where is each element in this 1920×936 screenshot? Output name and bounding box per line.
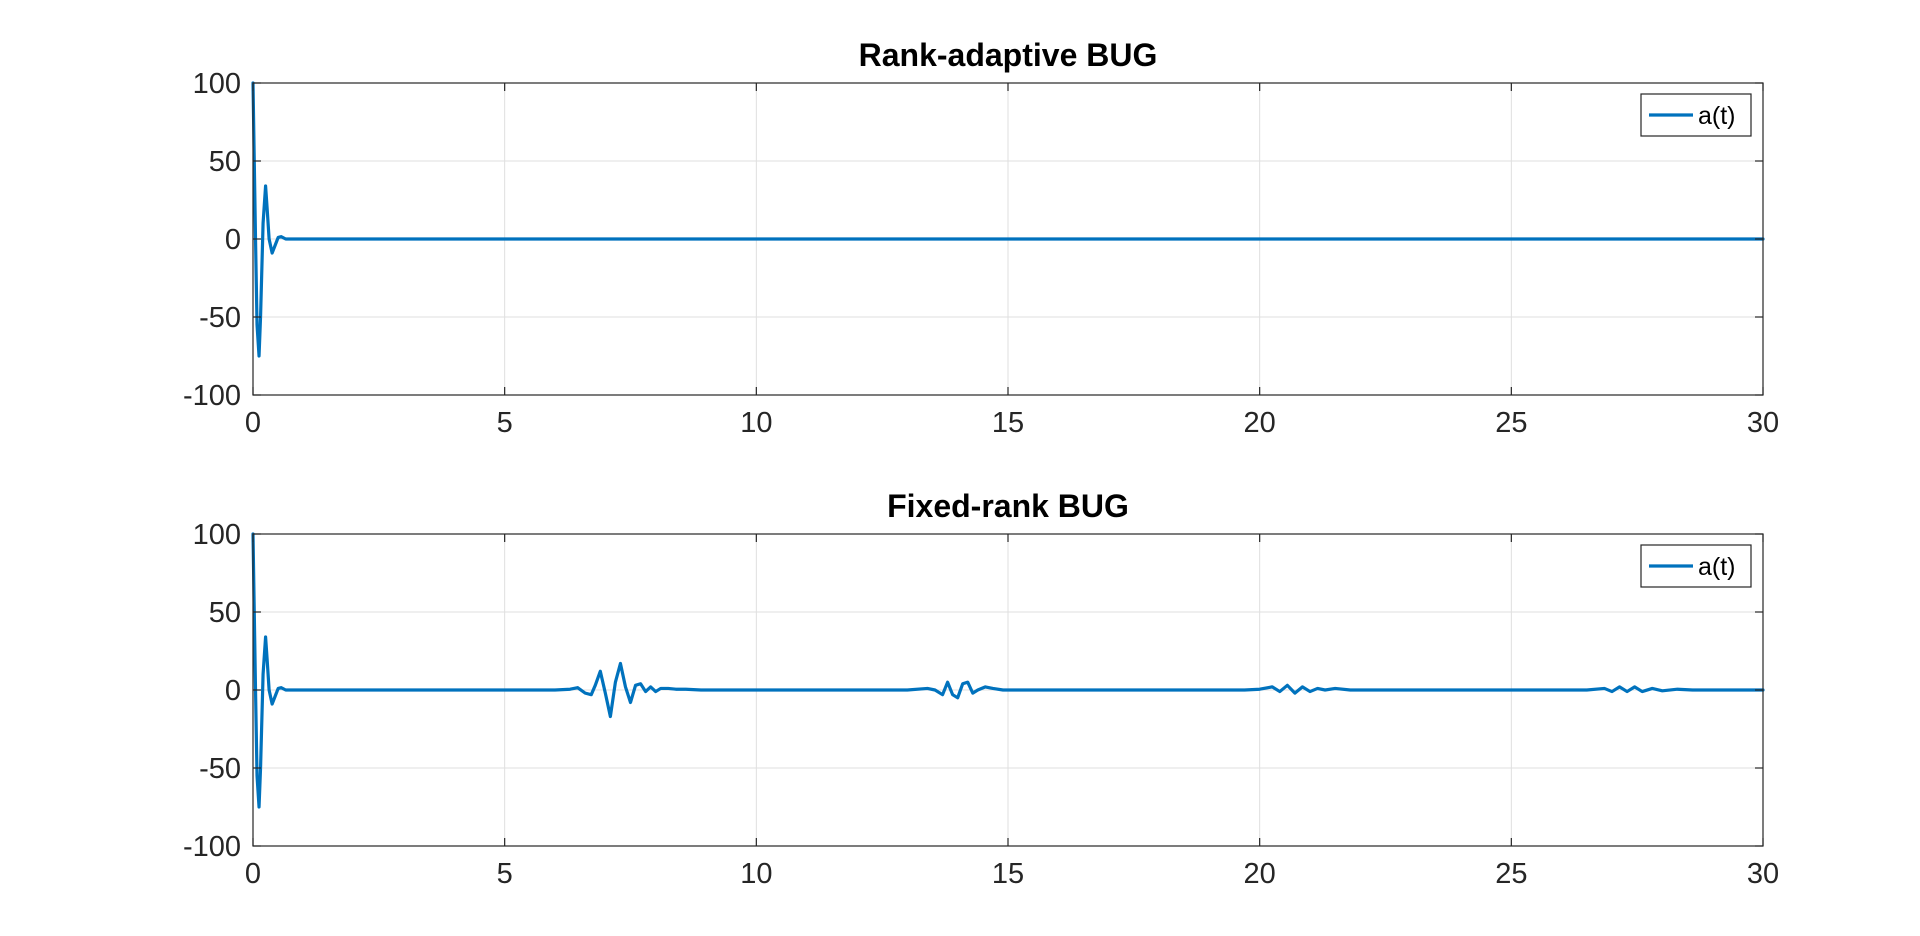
x-ticks: 0 5 10 15 20 25 30	[245, 83, 1779, 439]
y-tick-label: -50	[199, 753, 241, 785]
y-tick-label: 0	[225, 675, 241, 707]
subplot-fixed-rank: 0 5 10 15 20 25 30 -100 -50 0 50 100 Fixed-rank BU…	[183, 488, 1779, 890]
legend-label: a(t)	[1698, 102, 1736, 130]
legend: a(t)	[1640, 544, 1752, 588]
y-tick-label: 100	[193, 519, 241, 551]
x-tick-label: 15	[992, 407, 1024, 439]
y-tick-label: 50	[209, 146, 241, 178]
y-ticks: -100 -50 0 50 100	[183, 519, 1763, 863]
x-tick-label: 0	[245, 858, 261, 890]
y-tick-label: -100	[183, 831, 241, 863]
x-tick-label: 30	[1747, 858, 1779, 890]
chart-title: Fixed-rank BUG	[887, 488, 1129, 524]
y-tick-label: 100	[193, 68, 241, 100]
x-ticks: 0 5 10 15 20 25 30	[245, 534, 1779, 890]
x-tick-label: 5	[497, 407, 513, 439]
x-tick-label: 30	[1747, 407, 1779, 439]
legend: a(t)	[1640, 93, 1752, 137]
y-tick-label: -100	[183, 380, 241, 412]
x-tick-label: 10	[740, 858, 772, 890]
legend-label: a(t)	[1698, 553, 1736, 581]
y-tick-label: -50	[199, 302, 241, 334]
x-tick-label: 20	[1244, 407, 1276, 439]
x-tick-label: 5	[497, 858, 513, 890]
plot-area	[251, 532, 1765, 809]
chart-title: Rank-adaptive BUG	[859, 37, 1158, 73]
x-tick-label: 25	[1495, 858, 1527, 890]
plot-area	[251, 81, 1765, 358]
x-tick-label: 20	[1244, 858, 1276, 890]
y-tick-label: 50	[209, 597, 241, 629]
x-tick-label: 10	[740, 407, 772, 439]
y-tick-label: 0	[225, 224, 241, 256]
y-ticks: -100 -50 0 50 100	[183, 68, 1763, 412]
x-tick-label: 15	[992, 858, 1024, 890]
series-line-a-t	[251, 532, 1765, 809]
subplot-rank-adaptive: 0 5 10 15 20 25 30 -100 -50 0 50 100 Rank-adaptive…	[183, 37, 1779, 439]
x-tick-label: 25	[1495, 407, 1527, 439]
series-line-a-t	[251, 81, 1765, 358]
x-tick-label: 0	[245, 407, 261, 439]
